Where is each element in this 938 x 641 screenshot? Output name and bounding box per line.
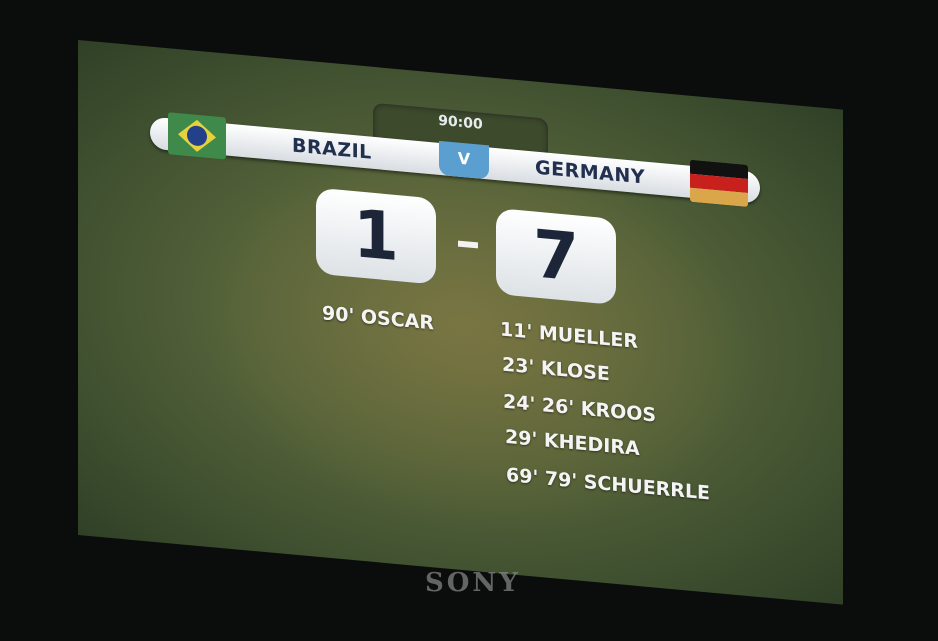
- clock-text: 90:00: [438, 112, 483, 133]
- versus-badge: V: [439, 140, 489, 180]
- brazil-flag-icon: [168, 112, 226, 160]
- away-team-name: GERMANY: [535, 156, 645, 189]
- away-score: 7: [496, 208, 616, 305]
- home-score: 1: [316, 187, 436, 285]
- sony-logo: SONY: [425, 568, 521, 598]
- home-team-name: BRAZIL: [292, 134, 372, 164]
- germany-flag-icon: [690, 159, 748, 207]
- stadium-screen: 90:00 BRAZIL V GERMANY 1 7 90' OSCAR 11'…: [78, 40, 843, 605]
